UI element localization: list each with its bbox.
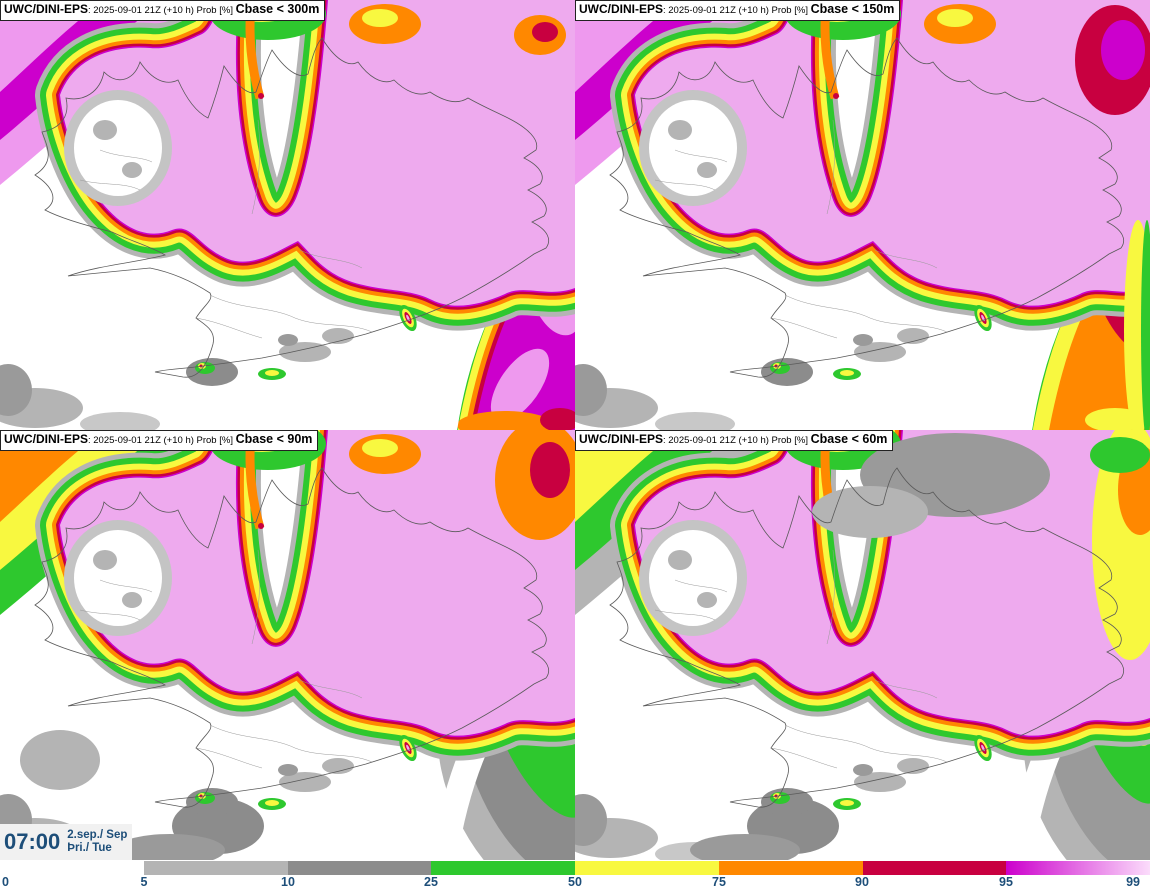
colorbar-segment-90-95	[862, 861, 1007, 875]
panel-title-150m: UWC/DINI-EPS: 2025-09-01 21Z (+10 h) Pro…	[575, 0, 901, 21]
threshold-label: Cbase < 60m	[810, 432, 888, 446]
valid-time-box: 07:00 2.sep./ Sep Þri./ Tue	[0, 824, 132, 860]
colorbar-label-99: 99	[1126, 875, 1140, 889]
model-name: UWC/DINI-EPS	[579, 2, 663, 16]
map-panel-cbase-90m: UWC/DINI-EPS: 2025-09-01 21Z (+10 h) Pro…	[0, 430, 575, 860]
model-name: UWC/DINI-EPS	[579, 432, 663, 446]
map-grid: UWC/DINI-EPS: 2025-09-01 21Z (+10 h) Pro…	[0, 0, 1150, 860]
probability-map-cbase-300m	[0, 0, 575, 430]
colorbar-segment-25-50	[431, 861, 576, 875]
colorbar-label-50: 50	[568, 875, 582, 889]
colorbar-segment-50-75	[575, 861, 719, 875]
colorbar-label-90: 90	[855, 875, 869, 889]
colorbar-label-25: 25	[424, 875, 438, 889]
legend-strip: 0 5 10 25 50 75 90 95 99	[0, 860, 1150, 891]
colorbar-segment-95-99	[1006, 861, 1150, 875]
map-panel-cbase-300m: UWC/DINI-EPS: 2025-09-01 21Z (+10 h) Pro…	[0, 0, 575, 430]
colorbar-labels: 0 5 10 25 50 75 90 95 99	[0, 875, 1150, 891]
valid-date-column: 2.sep./ Sep Þri./ Tue	[67, 829, 127, 855]
probability-map-cbase-90m	[0, 430, 575, 860]
colorbar-label-10: 10	[281, 875, 295, 889]
probability-map-cbase-150m	[575, 0, 1150, 430]
valid-weekday: Þri./ Tue	[67, 842, 112, 854]
colorbar-segment-75-90	[718, 861, 863, 875]
panel-title-90m: UWC/DINI-EPS: 2025-09-01 21Z (+10 h) Pro…	[0, 430, 319, 451]
map-panel-cbase-150m: UWC/DINI-EPS: 2025-09-01 21Z (+10 h) Pro…	[575, 0, 1150, 430]
model-name: UWC/DINI-EPS	[4, 432, 88, 446]
colorbar-segment-10-25	[287, 861, 432, 875]
run-info: : 2025-09-01 21Z (+10 h) Prob [%]	[663, 5, 811, 16]
model-name: UWC/DINI-EPS	[4, 2, 88, 16]
colorbar-label-75: 75	[712, 875, 726, 889]
run-info: : 2025-09-01 21Z (+10 h) Prob [%]	[88, 435, 236, 446]
valid-date: 2.sep./ Sep	[67, 829, 128, 841]
panel-title-300m: UWC/DINI-EPS: 2025-09-01 21Z (+10 h) Pro…	[0, 0, 326, 21]
threshold-label: Cbase < 90m	[235, 432, 313, 446]
colorbar-label-5: 5	[140, 875, 148, 889]
probability-map-cbase-60m	[575, 430, 1150, 860]
panel-title-60m: UWC/DINI-EPS: 2025-09-01 21Z (+10 h) Pro…	[575, 430, 894, 451]
colorbar-label-0: 0	[2, 875, 9, 889]
colorbar-label-95: 95	[999, 875, 1013, 889]
colorbar-segment-5-10	[144, 861, 288, 875]
threshold-label: Cbase < 150m	[810, 2, 895, 16]
map-panel-cbase-60m: UWC/DINI-EPS: 2025-09-01 21Z (+10 h) Pro…	[575, 430, 1150, 860]
run-info: : 2025-09-01 21Z (+10 h) Prob [%]	[663, 435, 811, 446]
threshold-label: Cbase < 300m	[235, 2, 320, 16]
run-info: : 2025-09-01 21Z (+10 h) Prob [%]	[88, 5, 236, 16]
probability-colorbar	[144, 861, 1150, 875]
valid-time: 07:00	[4, 829, 61, 854]
